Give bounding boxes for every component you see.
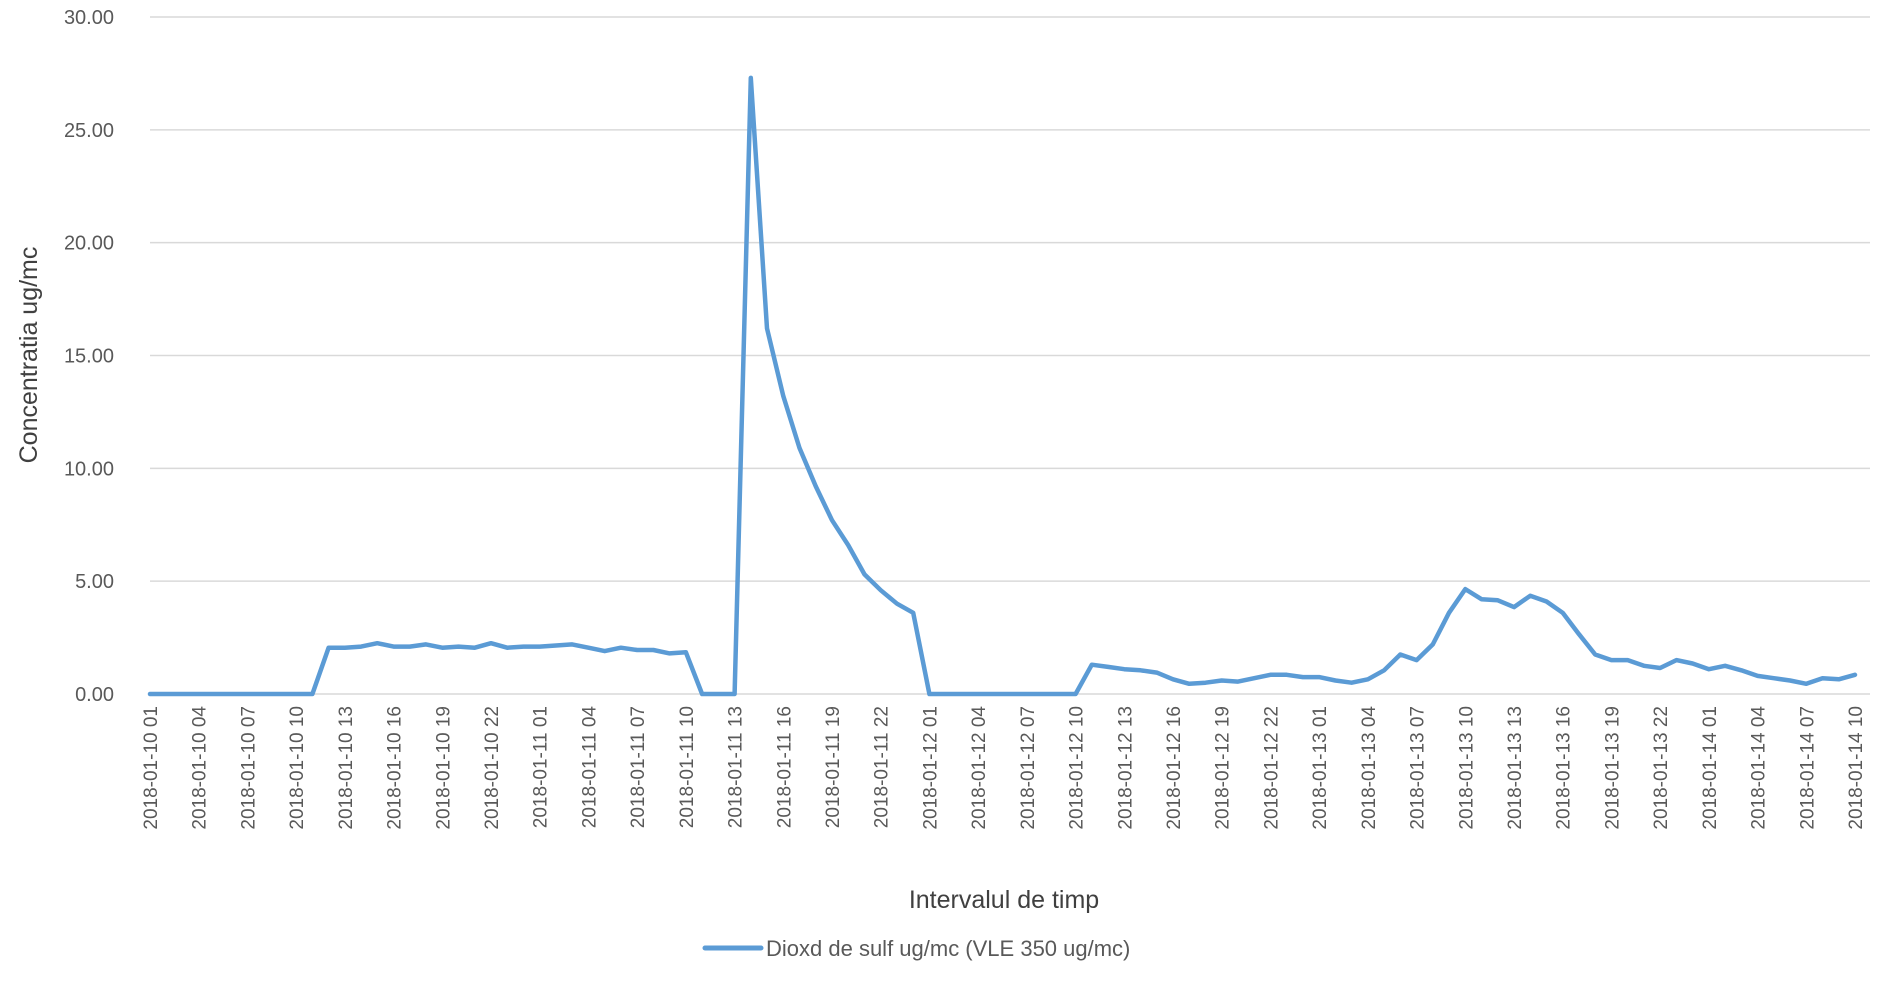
x-tick-label: 2018-01-10 19 xyxy=(433,706,454,830)
series-line-0 xyxy=(147,75,1858,697)
x-tick-label: 2018-01-12 19 xyxy=(1213,706,1234,830)
x-tick-label: 2018-01-11 01 xyxy=(531,706,552,828)
x-tick-label: 2018-01-10 07 xyxy=(238,706,259,830)
x-tick-label: 2018-01-11 22 xyxy=(872,706,893,828)
y-tick-label: 20.00 xyxy=(64,233,114,255)
x-tick-label: 2018-01-12 07 xyxy=(1018,706,1039,830)
x-tick-label: 2018-01-10 01 xyxy=(141,706,162,830)
x-tick-label: 2018-01-10 13 xyxy=(336,706,357,830)
y-tick-label: 10.00 xyxy=(64,458,114,480)
y-tick-label: 30.00 xyxy=(64,7,114,29)
legend-label: Dioxd de sulf ug/mc (VLE 350 ug/mc) xyxy=(766,936,1130,961)
x-tick-label: 2018-01-13 13 xyxy=(1505,706,1526,830)
x-tick-label: 2018-01-11 13 xyxy=(726,706,747,828)
x-tick-label: 2018-01-10 04 xyxy=(190,706,211,830)
x-tick-label: 2018-01-10 16 xyxy=(385,706,406,830)
x-tick-label: 2018-01-13 16 xyxy=(1554,706,1575,830)
y-axis-ticks: 0.00 5.00 10.00 15.00 20.00 25.00 30.00 xyxy=(64,7,114,706)
x-tick-label: 2018-01-14 07 xyxy=(1797,706,1818,830)
y-axis-title: Concentratia ug/mc xyxy=(15,247,43,464)
legend: Dioxd de sulf ug/mc (VLE 350 ug/mc) xyxy=(702,936,1130,961)
y-tick-label: 0.00 xyxy=(75,684,114,706)
x-tick-label: 2018-01-11 10 xyxy=(677,706,698,828)
x-tick-label: 2018-01-13 22 xyxy=(1651,706,1672,830)
x-tick-label: 2018-01-13 10 xyxy=(1456,706,1477,830)
x-tick-label: 2018-01-12 22 xyxy=(1261,706,1282,830)
x-tick-label: 2018-01-13 04 xyxy=(1359,706,1380,830)
x-tick-label: 2018-01-12 16 xyxy=(1164,706,1185,830)
x-tick-label: 2018-01-13 07 xyxy=(1408,706,1429,830)
x-tick-label: 2018-01-12 01 xyxy=(920,706,941,830)
y-tick-label: 5.00 xyxy=(75,571,114,593)
series-lines xyxy=(147,75,1858,697)
x-tick-label: 2018-01-11 07 xyxy=(628,706,649,828)
y-tick-label: 15.00 xyxy=(64,346,114,368)
x-tick-label: 2018-01-14 10 xyxy=(1846,706,1867,830)
x-tick-label: 2018-01-10 10 xyxy=(287,706,308,830)
x-axis-title: Intervalul de timp xyxy=(909,886,1099,914)
x-tick-label: 2018-01-11 04 xyxy=(579,706,600,829)
x-tick-label: 2018-01-12 04 xyxy=(969,706,990,830)
x-tick-label: 2018-01-10 22 xyxy=(482,706,503,830)
x-tick-label: 2018-01-13 01 xyxy=(1310,706,1331,830)
x-tick-label: 2018-01-14 04 xyxy=(1749,706,1770,830)
x-tick-label: 2018-01-13 19 xyxy=(1602,706,1623,830)
x-axis-ticks: 2018-01-10 01 2018-01-10 04 2018-01-10 07 2… xyxy=(141,706,1867,830)
x-tick-label: 2018-01-14 01 xyxy=(1700,706,1721,830)
gridlines xyxy=(150,16,1870,695)
y-tick-label: 25.00 xyxy=(64,120,114,142)
x-tick-label: 2018-01-11 16 xyxy=(774,706,795,828)
x-tick-label: 2018-01-12 10 xyxy=(1067,706,1088,830)
x-tick-label: 2018-01-12 13 xyxy=(1115,706,1136,830)
x-tick-label: 2018-01-11 19 xyxy=(823,706,844,828)
